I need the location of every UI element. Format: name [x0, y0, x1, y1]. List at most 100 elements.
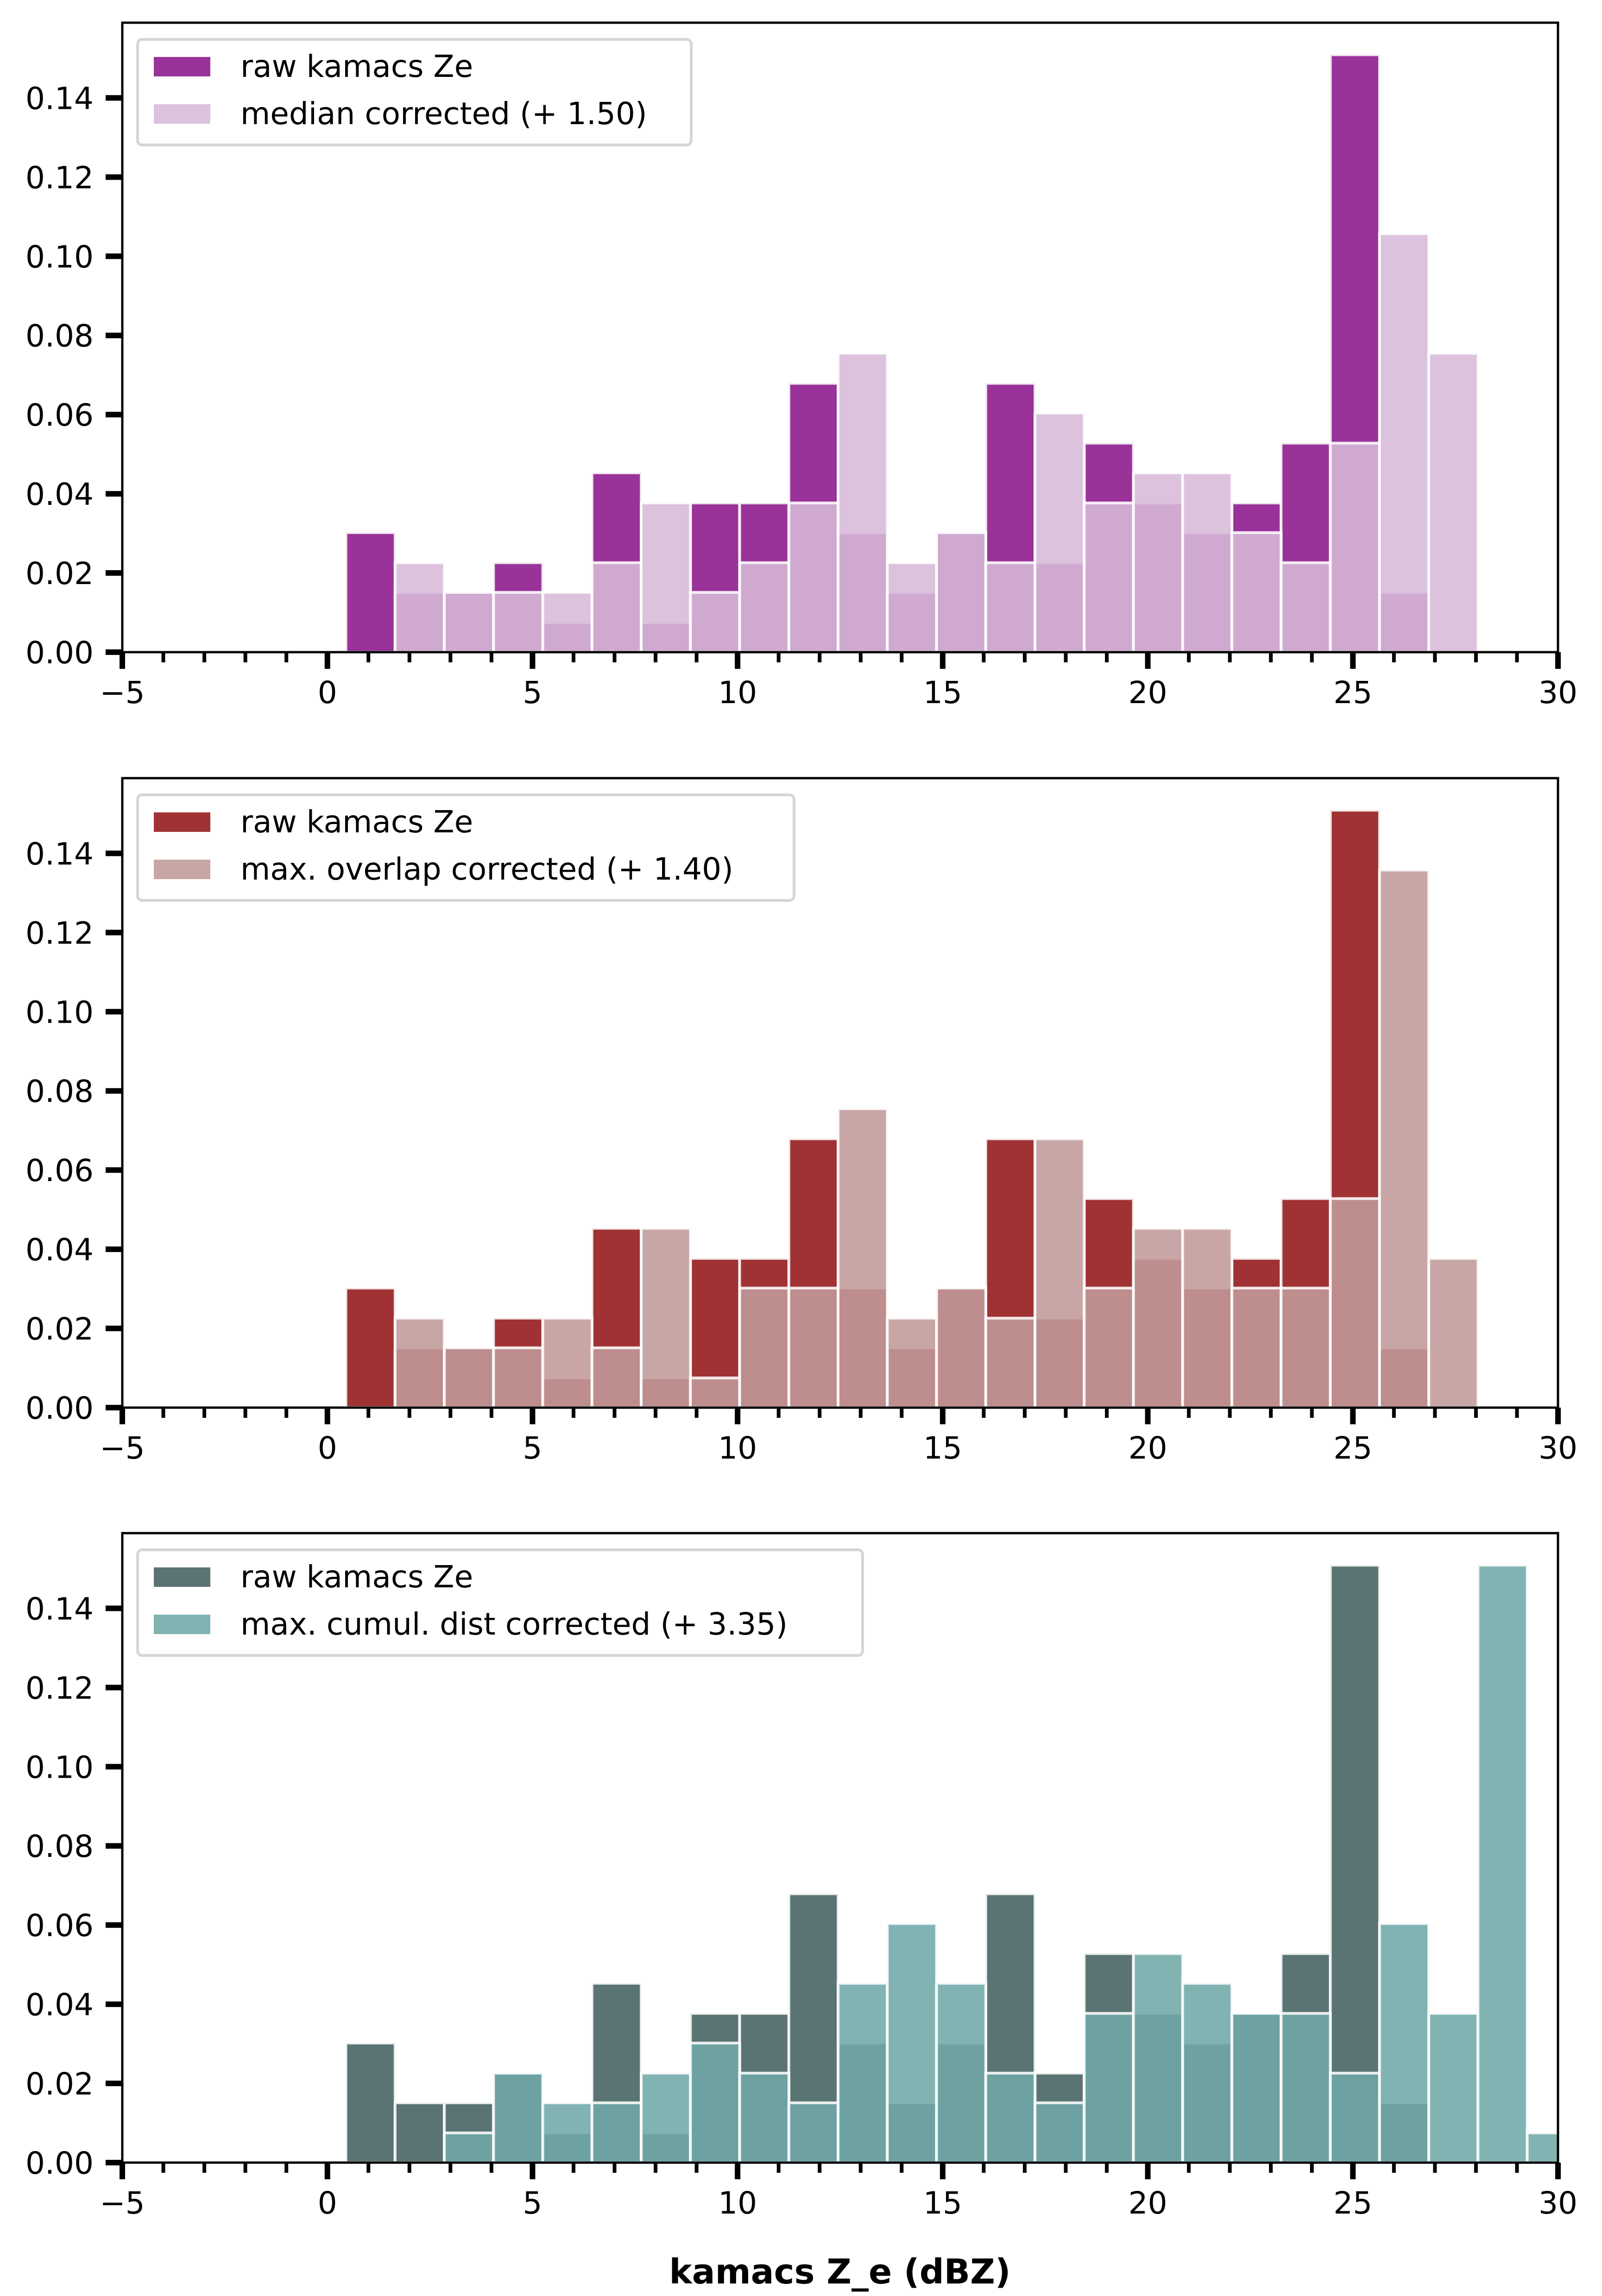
histogram-bar [689, 2041, 741, 2163]
histogram-bar [344, 531, 397, 652]
x-tick-label: 30 [1539, 675, 1577, 711]
bars-group [344, 1564, 1558, 2163]
panel-median-corrected: −5 0 5 10 15 20 25 30 0.00 0.02 0.04 0.06 0.08 0.10 0.… [25, 21, 1577, 711]
histogram-bar [935, 1286, 987, 1408]
histogram-bar [935, 531, 987, 652]
legend-swatch-raw [152, 1566, 212, 1589]
y-tick-label: 0.12 [25, 160, 94, 195]
x-tick-label: −5 [100, 1430, 145, 1466]
histogram-bar [1181, 1981, 1234, 2163]
x-tick-label: 10 [718, 2185, 757, 2221]
y-tick-label: 0.04 [25, 477, 94, 512]
legend-label-raw: raw kamacs Ze [240, 804, 473, 840]
x-tick-label: 25 [1333, 1430, 1372, 1466]
x-axis-label: kamacs Z_e (dBZ) [669, 2252, 1010, 2292]
histogram-bar [1034, 2101, 1086, 2163]
histogram-bar [393, 561, 446, 652]
histogram-bar [1280, 1286, 1332, 1408]
y-tick-label: 0.10 [25, 994, 94, 1030]
histogram-bar [1329, 1564, 1381, 2163]
histogram-bar [1378, 232, 1431, 652]
legend-swatch-corrected [152, 1613, 212, 1636]
y-tick-label: 0.06 [25, 1908, 94, 1944]
y-tick-label: 0.00 [25, 635, 94, 671]
histogram-bar [590, 2101, 643, 2163]
y-tick-label: 0.12 [25, 1670, 94, 1706]
histogram-bar [640, 1227, 692, 1408]
histogram-bar [984, 561, 1037, 652]
x-tick-label: 20 [1129, 2185, 1167, 2221]
histogram-bar [590, 1346, 643, 1408]
histogram-bar [541, 591, 593, 652]
panel-max-cumul-dist-corrected: −5 0 5 10 15 20 25 30 0.00 0.02 0.04 0.06 0.08 0.10 0.… [25, 1532, 1577, 2221]
x-tick-label: 0 [318, 2185, 337, 2221]
histogram-bar [984, 2071, 1037, 2163]
histogram-bar [1427, 1257, 1480, 1408]
x-tick-label: −5 [100, 2185, 145, 2221]
histogram-bar [886, 561, 938, 652]
y-tick-label: 0.00 [25, 2145, 94, 2181]
y-tick-label: 0.02 [25, 2066, 94, 2102]
legend: raw kamacs Ze median corrected (+ 1.50) [136, 38, 693, 146]
histogram-bar [787, 2101, 840, 2163]
y-tick-label: 0.06 [25, 1153, 94, 1189]
histogram-bar [1034, 411, 1086, 652]
y-tick-label: 0.02 [25, 556, 94, 591]
histogram-bar [344, 1286, 397, 1408]
y-tick-label: 0.12 [25, 915, 94, 951]
legend-box [136, 1548, 864, 1657]
x-tick-label: 30 [1539, 2185, 1577, 2221]
y-tick-label: 0.02 [25, 1311, 94, 1347]
series-corrected [393, 868, 1480, 1408]
legend-label-raw: raw kamacs Ze [240, 49, 473, 84]
y-tick-label: 0.00 [25, 1390, 94, 1426]
y-tick-label: 0.08 [25, 318, 94, 354]
histogram-bar [837, 1107, 889, 1408]
histogram-bar [738, 561, 790, 652]
y-tick-label: 0.08 [25, 1074, 94, 1109]
histogram-bar [1427, 352, 1480, 652]
histogram-bar [1181, 1227, 1234, 1408]
y-tick-label: 0.10 [25, 1749, 94, 1785]
histogram-bar [1280, 2012, 1332, 2163]
y-tick-label: 0.08 [25, 1829, 94, 1864]
y-tick-label: 0.04 [25, 1987, 94, 2023]
histogram-bar [1083, 2012, 1135, 2163]
histogram-bar [443, 591, 495, 652]
histogram-bar [443, 2131, 495, 2163]
legend-box [136, 38, 693, 146]
x-tick-label: 15 [923, 1430, 962, 1466]
histogram-bar [1329, 441, 1381, 652]
y-tick-label: 0.14 [25, 81, 94, 116]
histogram-bar [443, 1346, 495, 1408]
bars-group [344, 53, 1480, 652]
x-tick-label: 10 [718, 1430, 757, 1466]
bars-group [344, 809, 1480, 1408]
histogram-bar [837, 352, 889, 652]
histogram-bar [886, 1922, 938, 2163]
histogram-bar [541, 2101, 593, 2163]
histogram-bar [1280, 561, 1332, 652]
legend-label-raw: raw kamacs Ze [240, 1559, 473, 1595]
y-tick-label: 0.10 [25, 239, 94, 275]
histogram-bar [689, 591, 741, 652]
legend-label-corrected: median corrected (+ 1.50) [240, 96, 647, 132]
histogram-bar [1427, 2012, 1480, 2163]
histogram-bar [984, 1316, 1037, 1408]
x-tick-label: 30 [1539, 1430, 1577, 1466]
histogram-bar [1230, 531, 1283, 652]
histogram-bar [738, 2071, 790, 2163]
x-tick-label: 15 [923, 2185, 962, 2221]
histogram-bar [492, 591, 544, 652]
y-tick-label: 0.04 [25, 1232, 94, 1268]
histogram-bar [1132, 1952, 1184, 2163]
histogram-bar [1181, 471, 1234, 652]
histogram-bar [787, 501, 840, 652]
histogram-bar [344, 2041, 397, 2163]
histogram-bar [1378, 1922, 1431, 2163]
histogram-bar [837, 1981, 889, 2163]
histogram-bar [492, 1346, 544, 1408]
y-tick-label: 0.14 [25, 1591, 94, 1627]
histogram-bar [787, 1286, 840, 1408]
